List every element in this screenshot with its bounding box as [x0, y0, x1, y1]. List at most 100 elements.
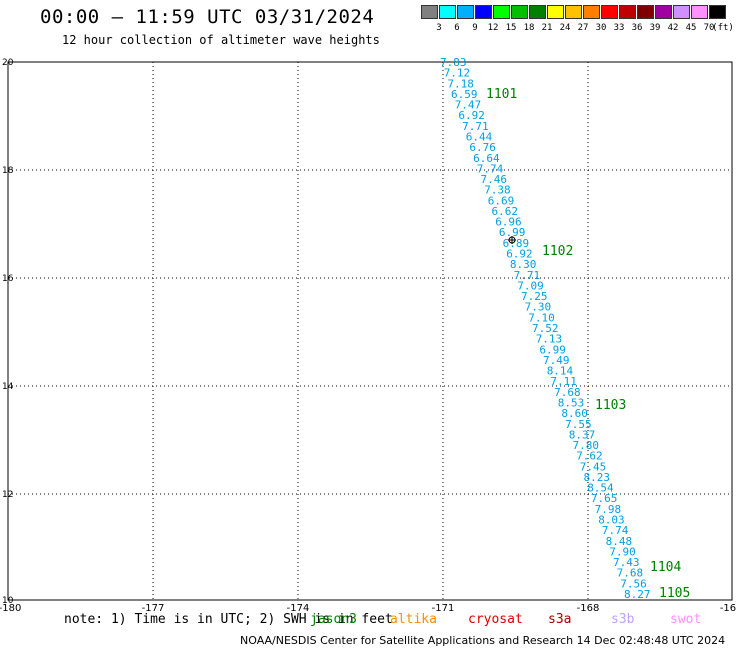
- wave-height-label: 7.71: [514, 269, 541, 282]
- wave-height-label: 7.12: [444, 67, 471, 80]
- wave-height-label: 6.69: [488, 194, 515, 207]
- satellite-legend-item: s3a: [548, 612, 572, 627]
- scale-label: 9: [472, 23, 478, 33]
- scale-label: 70: [703, 23, 715, 33]
- wave-height-label: 8.23: [584, 471, 611, 484]
- wave-height-label: 8.03: [598, 514, 625, 527]
- scale-swatch: [439, 5, 456, 19]
- scale-label: 30: [595, 23, 607, 33]
- time-label: 1102: [542, 244, 573, 259]
- wave-height-label: 7.10: [528, 311, 555, 324]
- scale-label: 21: [541, 23, 553, 33]
- satellite-legend-item: s3b: [611, 612, 635, 627]
- wave-height-label: 6.99: [539, 343, 566, 356]
- wave-height-label: 6.76: [469, 141, 496, 154]
- wave-height-label: 7.56: [620, 577, 647, 590]
- wave-height-label: 7.68: [554, 386, 581, 399]
- scale-swatch: [583, 5, 600, 19]
- wave-height-label: 7.30: [525, 301, 552, 314]
- wave-height-label: 8.37: [569, 428, 596, 441]
- y-tick-label: 20: [2, 58, 14, 68]
- wave-height-label: 7.98: [595, 503, 622, 516]
- wave-height-label: 8.53: [558, 397, 585, 410]
- wave-height-label: 6.62: [492, 205, 519, 218]
- time-label: 1103: [595, 398, 626, 413]
- y-tick-label: 16: [2, 274, 14, 284]
- scale-label: 12: [487, 23, 499, 33]
- wave-height-label: 7.52: [532, 322, 559, 335]
- wave-height-label: 7.74: [477, 162, 504, 175]
- scale-swatch: [709, 5, 726, 19]
- wave-height-label: 7.90: [609, 545, 636, 558]
- scale-swatch: [475, 5, 492, 19]
- scale-label: 39: [649, 23, 661, 33]
- scale-swatch: [619, 5, 636, 19]
- page-subtitle: 12 hour collection of altimeter wave hei…: [62, 33, 380, 47]
- scale-label: 15: [505, 23, 517, 33]
- scale-swatch: [601, 5, 618, 19]
- wave-height-label: 6.92: [458, 109, 485, 122]
- scale-swatch: [421, 5, 438, 19]
- wave-height-label: 8.30: [510, 258, 537, 271]
- x-axis-ticks: -180 -177 -174 -171 -168 -16: [0, 603, 736, 614]
- y-axis-ticks: 20 18 16 14 12 10: [2, 58, 14, 606]
- wave-height-label: 8.60: [561, 407, 588, 420]
- track-labels: 7.837.127.186.597.476.927.716.446.766.64…: [440, 56, 651, 601]
- scale-swatch: [673, 5, 690, 19]
- wave-height-label: 7.71: [462, 120, 489, 133]
- wave-height-label: 7.13: [536, 333, 563, 346]
- satellite-legend-item: swot: [670, 612, 702, 627]
- wave-height-label: 7.45: [580, 460, 607, 473]
- wave-height-label: 7.65: [591, 492, 618, 505]
- credit-line: NOAA/NESDIS Center for Satellite Applica…: [240, 634, 726, 647]
- scale-swatch: [547, 5, 564, 19]
- scale-label: 45: [685, 23, 697, 33]
- wave-height-label: 7.62: [576, 450, 603, 463]
- wave-height-label: 6.99: [499, 226, 526, 239]
- scale-swatch: [457, 5, 474, 19]
- scale-swatch: [637, 5, 654, 19]
- x-tick-label: -180: [0, 603, 21, 614]
- wave-height-label: 8.27: [624, 588, 651, 601]
- scale-label: 24: [559, 23, 571, 33]
- wave-height-label: 7.46: [481, 173, 508, 186]
- scale-unit: (ft): [712, 23, 734, 33]
- wave-height-label: 6.64: [473, 152, 500, 165]
- scale-label: 3: [436, 23, 442, 33]
- scale-label: 27: [577, 23, 589, 33]
- wave-height-label: 7.47: [455, 99, 482, 112]
- wave-height-label: 7.49: [543, 354, 570, 367]
- y-tick-label: 12: [2, 490, 13, 500]
- wave-height-label: 7.11: [550, 375, 577, 388]
- wave-height-label: 7.80: [573, 439, 600, 452]
- scale-swatch: [655, 5, 672, 19]
- wave-height-label: 7.38: [484, 184, 511, 197]
- time-label: 1104: [650, 560, 681, 575]
- wave-height-label: 7.83: [440, 56, 467, 69]
- scale-swatch: [565, 5, 582, 19]
- wave-height-label: 6.92: [506, 248, 533, 261]
- scale-swatch: [529, 5, 546, 19]
- x-tick-label: -171: [432, 603, 455, 614]
- time-labels: 1101 1102 1103 1104 1105: [486, 87, 690, 601]
- map-grid: [8, 62, 732, 600]
- wave-height-label: 7.43: [613, 556, 640, 569]
- wave-height-label: 7.18: [447, 77, 474, 90]
- wave-height-label: 8.14: [547, 365, 574, 378]
- scale-label: 6: [454, 23, 460, 33]
- scale-label: 36: [631, 23, 643, 33]
- wave-height-label: 7.25: [521, 290, 548, 303]
- wave-height-label: 6.96: [495, 216, 522, 229]
- wave-height-label: 7.74: [602, 524, 629, 537]
- x-tick-label: -177: [142, 603, 165, 614]
- wave-height-label: 6.59: [451, 88, 478, 101]
- scale-swatch: [511, 5, 528, 19]
- scale-label: 42: [667, 23, 679, 33]
- wave-height-label: 8.54: [587, 482, 614, 495]
- page-title: 00:00 – 11:59 UTC 03/31/2024: [40, 6, 375, 28]
- y-tick-label: 18: [2, 166, 14, 176]
- scale-label: 18: [523, 23, 535, 33]
- satellite-legend-item: altika: [390, 612, 437, 627]
- track-marker: [508, 236, 516, 244]
